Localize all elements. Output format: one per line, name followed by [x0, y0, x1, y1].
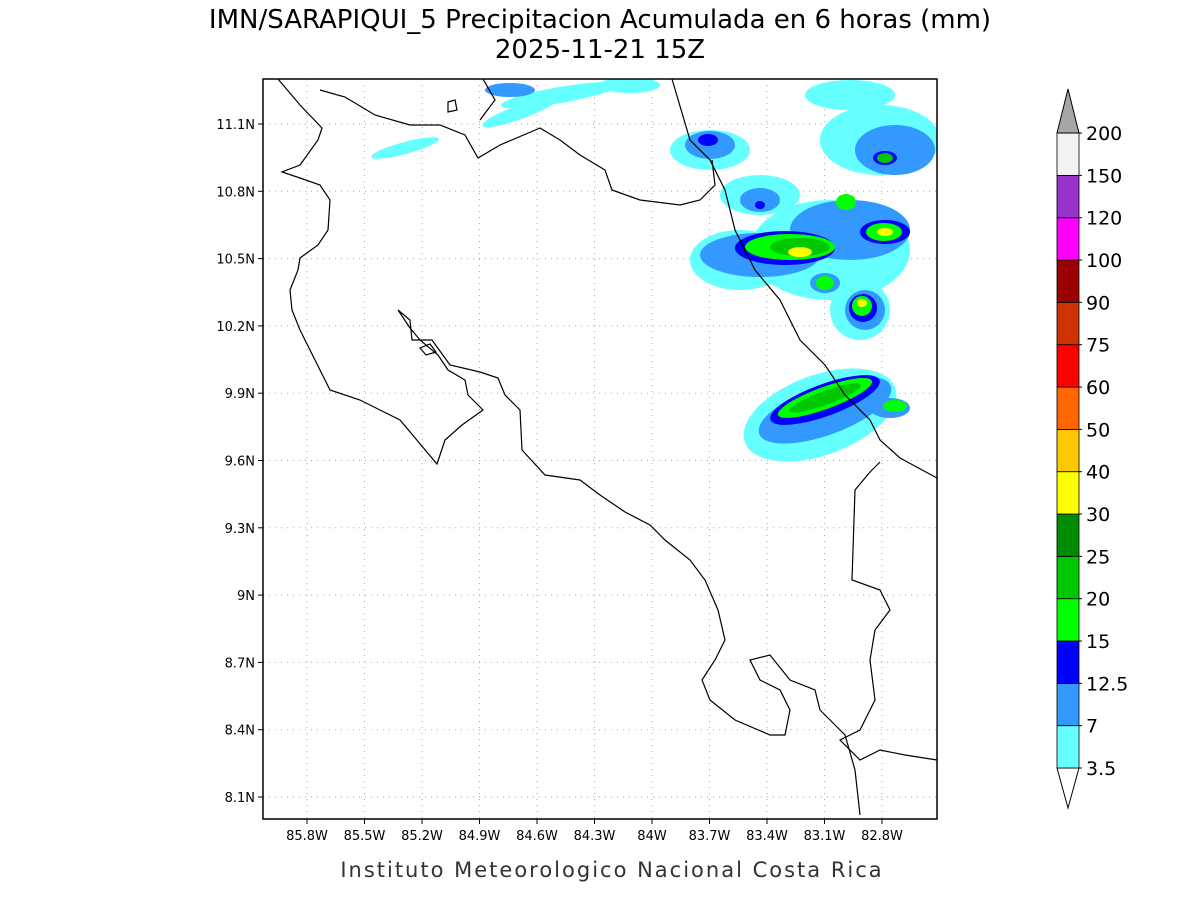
colorbar-label: 200: [1086, 123, 1122, 145]
colorbar-label: 100: [1086, 250, 1122, 272]
colorbar-label: 50: [1086, 419, 1110, 441]
colorbar-label: 15: [1086, 631, 1110, 653]
colorbar-label: 60: [1086, 377, 1110, 399]
lat-label: 9.9N: [225, 387, 255, 402]
colorbar-label: 12.5: [1086, 673, 1128, 695]
title: IMN/SARAPIQUI_5 Precipitacion Acumulada …: [209, 5, 991, 35]
lon-label: 84.6W: [516, 829, 558, 844]
axis-labels: 11.1N 10.8N 10.5N 10.2N 9.9N 9.6N 9.3N 9N 8.7N 8.…: [216, 118, 903, 844]
coastlines: [277, 79, 937, 816]
colorbar-box: [1056, 725, 1080, 769]
precip-30: [788, 228, 893, 307]
colorbar-box: [1056, 598, 1080, 642]
precipitation-field: [371, 79, 937, 462]
lat-label: 8.7N: [225, 656, 255, 671]
lon-label: 84.9W: [459, 829, 501, 844]
lon-label: 83.7W: [689, 829, 731, 844]
colorbar-label: 7: [1086, 716, 1098, 738]
colorbar-under-arrow: [1056, 767, 1080, 810]
subtitle: 2025-11-21 15Z: [495, 35, 705, 65]
lat-label: 10.8N: [216, 185, 255, 200]
lon-label: 83.1W: [804, 829, 846, 844]
colorbar-box: [1056, 471, 1080, 515]
colorbar-box: [1056, 640, 1080, 684]
lon-label: 83.4W: [746, 829, 788, 844]
colorbar-over-arrow: [1056, 88, 1080, 134]
colorbar-box: [1056, 428, 1080, 473]
footer: Instituto Meteorologico Nacional Costa R…: [340, 858, 883, 882]
colorbar-label: 90: [1086, 292, 1110, 314]
colorbar-label: 20: [1086, 589, 1110, 611]
lat-label: 10.2N: [216, 320, 255, 335]
colorbar-label: 25: [1086, 546, 1110, 568]
colorbar: 3.5 7 12.5 15 20 25 30 40 50 60 75 90 100 120 150 200: [1056, 88, 1128, 810]
colorbar-box: [1056, 344, 1080, 388]
colorbar-label: 120: [1086, 208, 1122, 230]
lon-label: 85.2W: [401, 829, 443, 844]
lat-label: 10.5N: [216, 253, 255, 268]
colorbar-label: 3.5: [1086, 758, 1116, 780]
colorbar-box: [1056, 682, 1080, 727]
lat-label: 8.4N: [225, 724, 255, 739]
colorbar-box: [1056, 217, 1080, 261]
grid: [263, 79, 937, 819]
colorbar-label: 30: [1086, 504, 1110, 526]
colorbar-box: [1056, 132, 1080, 176]
lon-label: 84W: [637, 829, 667, 844]
colorbar-box: [1056, 174, 1080, 219]
lat-label: 9N: [237, 589, 255, 604]
colorbar-box: [1056, 301, 1080, 346]
map-frame: [262, 78, 938, 820]
lat-label: 9.6N: [225, 455, 255, 470]
lon-label: 85.8W: [286, 829, 328, 844]
lon-label: 82.8W: [861, 829, 903, 844]
colorbar-label: 40: [1086, 462, 1110, 484]
lon-label: 84.3W: [574, 829, 616, 844]
lat-label: 11.1N: [216, 118, 255, 133]
colorbar-box: [1056, 555, 1080, 600]
lon-label: 85.5W: [344, 829, 386, 844]
colorbar-label: 75: [1086, 335, 1110, 357]
lat-label: 8.1N: [225, 791, 255, 806]
colorbar-box: [1056, 386, 1080, 430]
colorbar-label: 150: [1086, 165, 1122, 187]
colorbar-box: [1056, 259, 1080, 303]
colorbar-box: [1056, 513, 1080, 557]
lat-label: 9.3N: [225, 522, 255, 537]
